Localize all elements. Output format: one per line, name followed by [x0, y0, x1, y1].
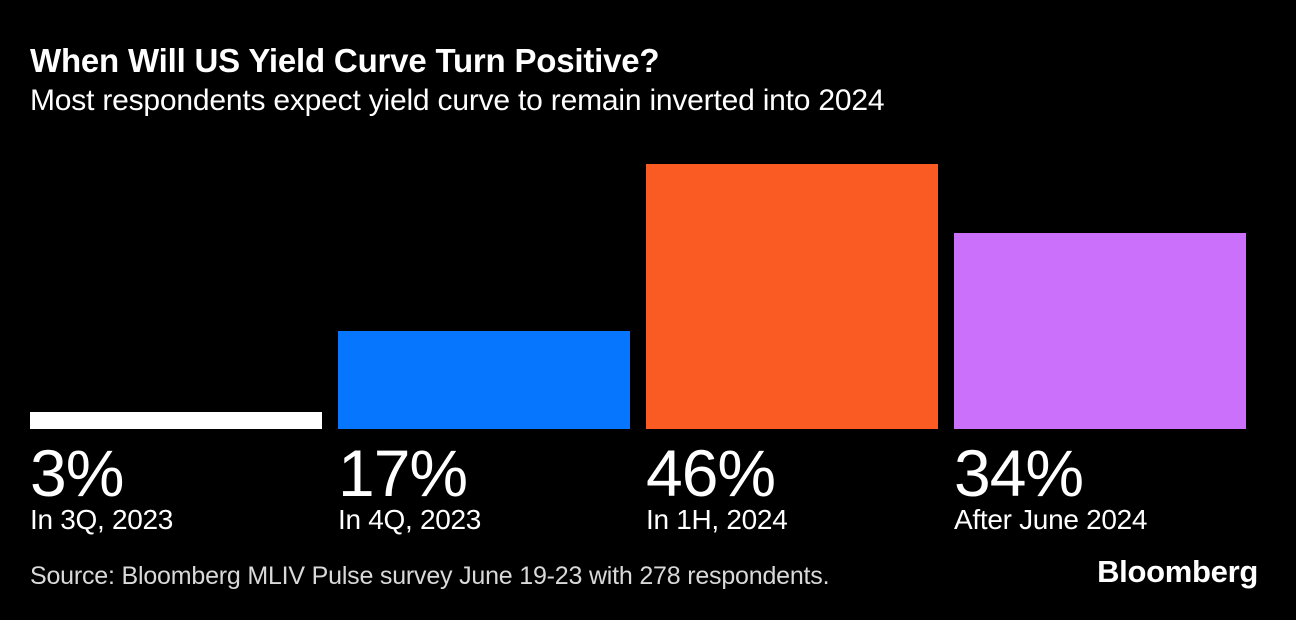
bar-column: 34% After June 2024: [954, 164, 1246, 536]
bar-column: 46% In 1H, 2024: [646, 164, 938, 536]
bar-category-label: After June 2024: [954, 504, 1148, 535]
bar-value-label: 34%: [954, 436, 1084, 510]
bar-category-label: In 1H, 2024: [646, 504, 788, 535]
bar-plot-area: [338, 164, 630, 429]
bar-column: 17% In 4Q, 2023: [338, 164, 630, 536]
bar-value-label: 46%: [646, 436, 776, 510]
bar-plot-area: [646, 164, 938, 429]
bar-category-label: In 3Q, 2023: [30, 504, 174, 535]
chart-subtitle: Most respondents expect yield curve to r…: [30, 84, 885, 117]
bar-column: 3% In 3Q, 2023: [30, 164, 322, 536]
bar-value-label: 3%: [30, 436, 124, 510]
bar: [338, 331, 630, 429]
bar-category-label: In 4Q, 2023: [338, 504, 482, 535]
bar: [954, 233, 1246, 429]
bloomberg-logo: Bloomberg: [1097, 554, 1258, 589]
bar-plot-area: [30, 164, 322, 429]
source-note: Source: Bloomberg MLIV Pulse survey June…: [30, 562, 830, 590]
bar-columns: 3% In 3Q, 2023 17% In 4Q, 2023 46% In 1H…: [30, 164, 1246, 536]
chart-title: When Will US Yield Curve Turn Positive?: [30, 42, 660, 79]
bar: [646, 164, 938, 429]
bar-plot-area: [954, 164, 1246, 429]
bar: [30, 412, 322, 429]
bar-value-label: 17%: [338, 436, 468, 510]
